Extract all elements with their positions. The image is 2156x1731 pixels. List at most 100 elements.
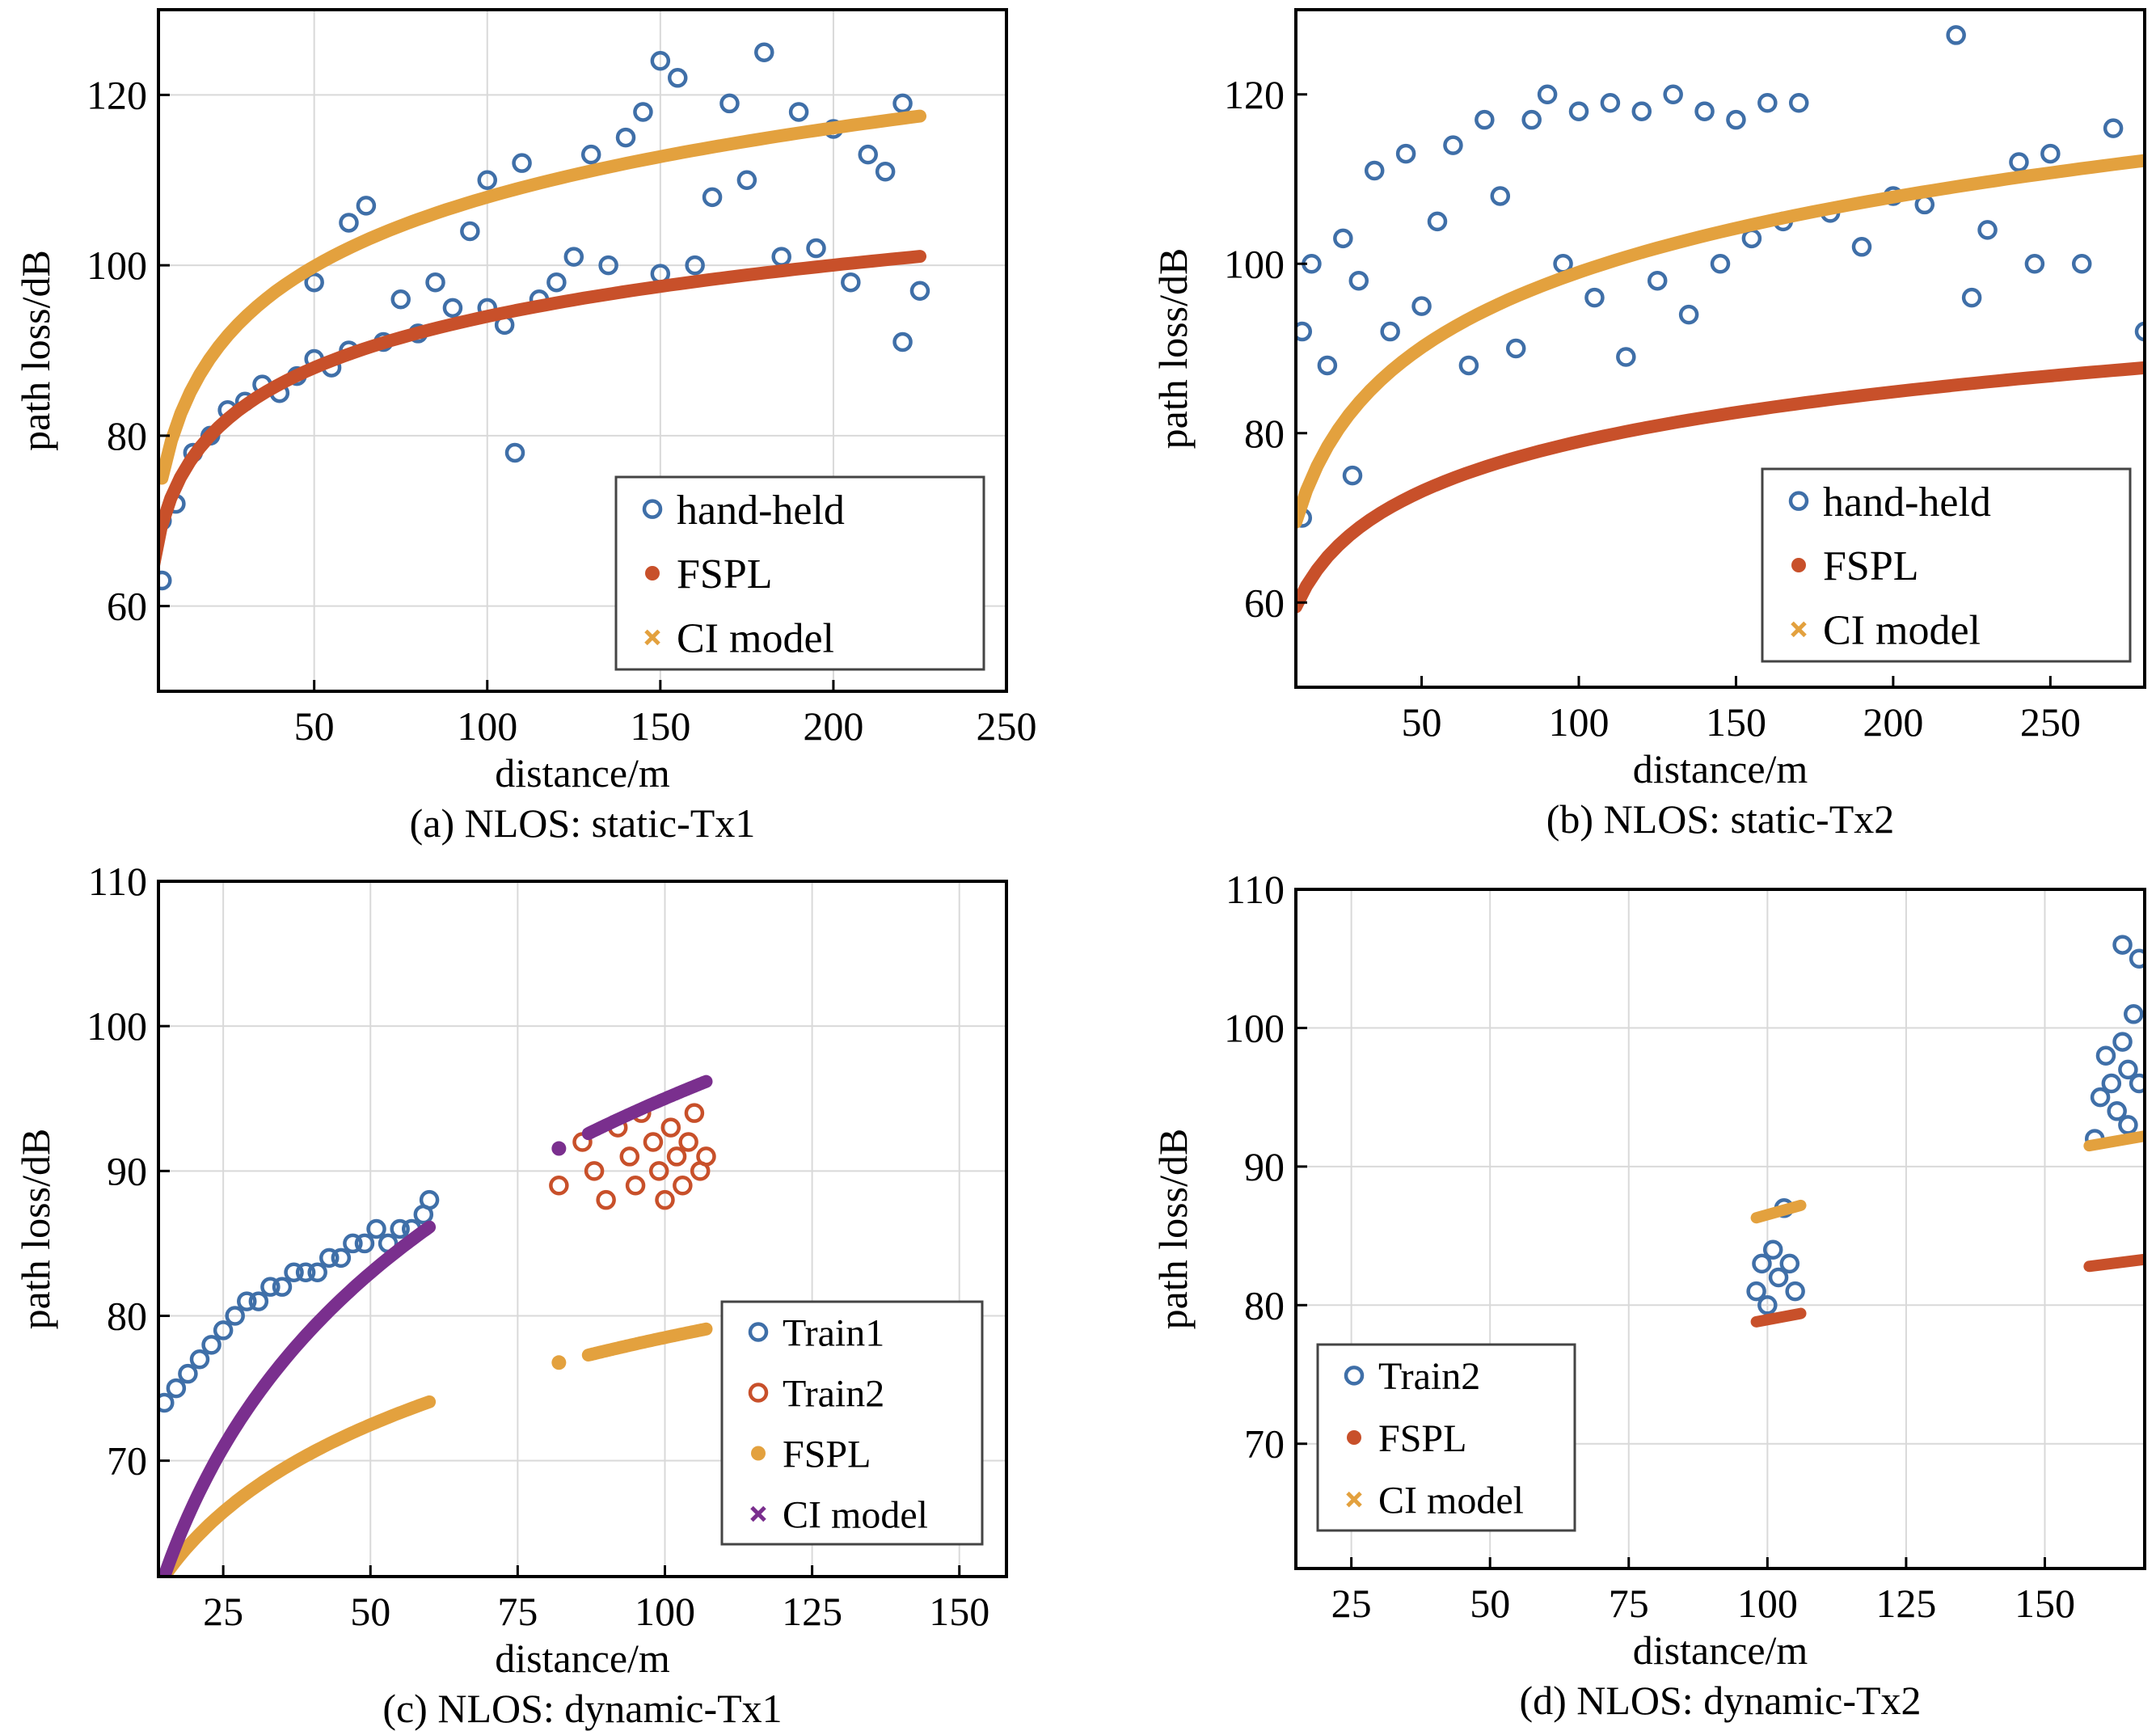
series-0-marker: [1663, 84, 1683, 104]
series-0-marker: [892, 93, 913, 114]
legend: Train2 FSPL CI model: [1316, 1343, 1576, 1532]
series-2-point: [551, 1355, 567, 1370]
series-0-marker: [1946, 25, 1966, 45]
series-0-marker: [858, 144, 878, 165]
series-2-curve: [1296, 154, 2145, 529]
series-1-marker: [696, 1146, 716, 1167]
series-0-marker: [237, 1291, 257, 1311]
series-0-marker: [2024, 254, 2045, 274]
x-tick-label: 25: [1331, 1581, 1372, 1626]
legend-label: CI model: [1378, 1479, 1524, 1522]
series-0-marker: [1600, 92, 1621, 113]
series-3-curve: [158, 1220, 437, 1577]
series-0-marker: [2112, 935, 2133, 955]
series-0-marker: [2134, 321, 2145, 342]
series-2: [1750, 1130, 2145, 1224]
y-tick-label: 100: [1224, 241, 1285, 286]
y-tick-label: 90: [1244, 1144, 1285, 1189]
series-1: [1296, 361, 2145, 614]
legend: hand-held FSPL CI model: [1761, 467, 2132, 663]
x-tick-label: 50: [1470, 1581, 1510, 1626]
series-0-marker: [1694, 101, 1715, 121]
series-0-marker: [1584, 287, 1605, 308]
legend-box: [720, 1300, 984, 1546]
series-1-curve: [158, 250, 926, 575]
series-0-marker: [343, 1233, 363, 1254]
series-1: [158, 250, 926, 575]
series-0-marker: [1411, 296, 1432, 316]
series-0-marker: [166, 1378, 187, 1399]
x-tick-label: 200: [803, 703, 863, 749]
x-axis-label: distance/m: [1633, 1628, 1808, 1673]
x-tick-label: 100: [457, 703, 517, 749]
series-0-marker: [2090, 1087, 2111, 1108]
legend-marker-circle: [748, 1322, 769, 1342]
legend-marker-circle: [748, 1383, 769, 1403]
series-0-marker: [1342, 465, 1363, 486]
series-0-marker: [909, 281, 930, 301]
series-0-marker: [1746, 1281, 1766, 1302]
series-1-curve: [1296, 361, 2145, 614]
x-tick-label: 50: [350, 1589, 390, 1634]
plot-area: [158, 1074, 716, 1577]
x-axis-label: distance/m: [1633, 746, 1808, 792]
y-axis-label: path loss/dB: [1150, 248, 1196, 450]
y-axis-label: path loss/dB: [13, 250, 58, 451]
plot-area: [158, 42, 930, 591]
y-tick-label: 120: [86, 72, 147, 117]
series-0-marker: [2124, 1004, 2144, 1024]
series-1-segment: [2083, 1253, 2145, 1273]
x-axis-label: distance/m: [495, 1636, 670, 1681]
series-0-marker: [771, 247, 791, 267]
x-tick-label: 100: [1737, 1581, 1798, 1626]
series-0: [158, 1189, 440, 1413]
series-0-marker: [354, 1233, 375, 1254]
series-0-marker: [685, 255, 705, 276]
legend-marker-x: [1791, 621, 1807, 638]
series-0-marker: [788, 102, 809, 122]
legend-marker-dot: [1791, 558, 1806, 572]
series-2: [1296, 154, 2145, 529]
series-0-marker: [512, 153, 532, 173]
series-0-marker: [442, 298, 463, 319]
legend-label: FSPL: [783, 1433, 871, 1476]
series-0-marker: [1568, 101, 1589, 121]
legend-marker-x: [750, 1505, 766, 1522]
series-1: [549, 1103, 716, 1210]
series-0-marker: [754, 42, 774, 62]
legend-marker-circle: [642, 499, 663, 519]
y-tick-label: 80: [1244, 411, 1285, 456]
y-tick-label: 90: [107, 1148, 147, 1193]
series-1-marker: [643, 1132, 664, 1152]
series-0-marker: [667, 68, 688, 88]
series-0-marker: [189, 1349, 210, 1370]
legend: Train1 Train2 FSPL CI model: [720, 1300, 984, 1546]
series-0-marker: [158, 570, 172, 591]
y-tick-label: 60: [1244, 580, 1285, 625]
series-0-marker: [2118, 1115, 2138, 1135]
series-2: [158, 109, 926, 485]
legend-label: FSPL: [1823, 543, 1919, 589]
series-0-marker: [1788, 92, 1809, 113]
series-0-marker: [1726, 109, 1746, 130]
series-0-marker: [806, 238, 826, 259]
series-0-marker: [1647, 270, 1668, 291]
y-tick-label: 80: [1244, 1282, 1285, 1328]
legend-label: hand-held: [1823, 479, 1991, 526]
series-0-marker: [1710, 254, 1731, 274]
series-0-marker: [425, 272, 445, 293]
x-tick-label: 250: [977, 703, 1037, 749]
legend-label: CI model: [783, 1493, 928, 1536]
series-0-marker: [504, 442, 525, 463]
series-0-marker: [1785, 1281, 1805, 1302]
y-tick-label: 100: [1224, 1005, 1285, 1050]
series-0-marker: [319, 1248, 340, 1269]
series-0-marker: [2101, 1073, 2122, 1094]
series-2-segment: [1750, 1199, 1807, 1224]
y-tick-label: 80: [107, 1294, 147, 1339]
x-tick-label: 250: [2020, 699, 2081, 745]
series-3-curve: [581, 1074, 713, 1141]
series-0-marker: [1537, 84, 1558, 104]
series-0-marker: [331, 1248, 352, 1269]
series-0-marker: [1427, 211, 1448, 232]
